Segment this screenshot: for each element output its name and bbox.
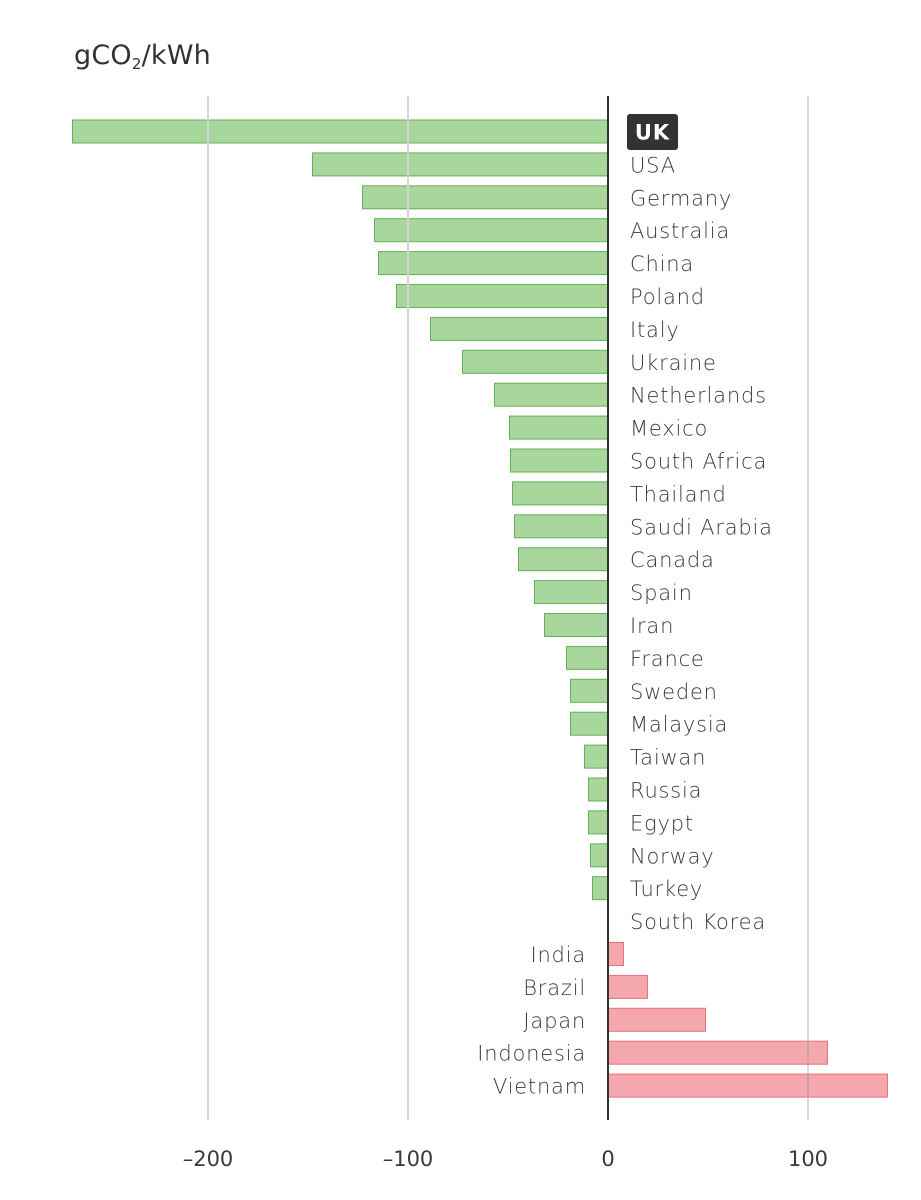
category-label-china: China [630, 252, 694, 276]
category-label-canada: Canada [630, 548, 715, 572]
bar-vietnam [608, 1073, 888, 1098]
bar-uk [72, 119, 608, 144]
category-label-south-korea: South Korea [630, 910, 766, 934]
category-label-russia: Russia [630, 779, 702, 803]
bar-turkey [592, 876, 608, 901]
bars-layer [72, 119, 888, 1098]
bar-thailand [512, 481, 608, 506]
category-label-indonesia: Indonesia [477, 1042, 586, 1066]
bar-netherlands [494, 382, 608, 407]
category-label-vietnam: Vietnam [493, 1075, 586, 1099]
unit-label-subscript: 2 [131, 55, 142, 73]
category-label-saudi-arabia: Saudi Arabia [630, 515, 773, 539]
category-label-poland: Poland [630, 285, 705, 309]
category-label-egypt: Egypt [630, 811, 694, 835]
category-labels-layer: UK USA Germany Australia China Poland Italy Ukr… [477, 114, 773, 1099]
bar-china [378, 251, 608, 276]
bar-france [566, 645, 608, 670]
bar-malaysia [570, 711, 608, 736]
tick-label-neg200: –200 [183, 1147, 234, 1171]
category-label-india: India [530, 943, 586, 967]
category-label-norway: Norway [630, 844, 714, 868]
bar-iran [544, 613, 608, 637]
tick-label-100: 100 [788, 1147, 828, 1171]
category-label-malaysia: Malaysia [630, 713, 728, 737]
category-label-taiwan: Taiwan [630, 746, 706, 770]
bar-ukraine [462, 349, 608, 374]
bar-india [608, 942, 624, 966]
category-label-mexico: Mexico [630, 417, 708, 441]
bar-poland [396, 284, 608, 308]
bar-spain [534, 580, 608, 605]
tick-label-0: 0 [601, 1147, 614, 1171]
bar-mexico [509, 415, 608, 440]
gridlines-layer [207, 96, 809, 1120]
bar-taiwan [584, 744, 608, 769]
category-label-spain: Spain [630, 581, 693, 605]
bar-canada [518, 547, 608, 572]
bar-sweden [570, 678, 608, 703]
category-label-ukraine: Ukraine [630, 351, 717, 375]
category-label-germany: Germany [630, 186, 732, 210]
category-label-netherlands: Netherlands [630, 384, 767, 408]
category-label-uk: UK [635, 121, 670, 145]
category-label-thailand: Thailand [630, 482, 727, 506]
bar-italy [430, 316, 608, 341]
category-label-australia: Australia [630, 219, 730, 243]
category-label-france: France [630, 647, 705, 671]
bar-norway [590, 843, 608, 868]
category-label-usa: USA [630, 153, 676, 177]
bar-saudi-arabia [514, 514, 608, 539]
bar-brazil [608, 974, 648, 999]
bar-egypt [588, 810, 608, 835]
highlight-badge [627, 114, 678, 150]
category-label-sweden: Sweden [630, 680, 718, 704]
bar-indonesia [608, 1040, 828, 1065]
bar-russia [588, 777, 608, 802]
category-label-brazil: Brazil [523, 976, 586, 1000]
tick-label-neg100: –100 [383, 1147, 434, 1171]
bar-japan [608, 1007, 706, 1032]
category-label-south-africa: South Africa [630, 450, 767, 474]
category-label-iran: Iran [630, 614, 674, 638]
tick-labels-layer: –200 –100 0 100 [183, 1147, 828, 1171]
unit-label: gCO2/kWh [74, 40, 211, 73]
bar-usa [312, 152, 608, 177]
unit-label-prefix: gCO [74, 40, 132, 71]
category-label-italy: Italy [630, 318, 680, 342]
unit-label-suffix: /kWh [141, 40, 211, 71]
category-label-japan: Japan [523, 1009, 586, 1033]
bar-australia [374, 218, 608, 243]
bar-germany [362, 185, 608, 210]
bar-south-africa [510, 448, 608, 473]
category-label-turkey: Turkey [630, 877, 703, 901]
